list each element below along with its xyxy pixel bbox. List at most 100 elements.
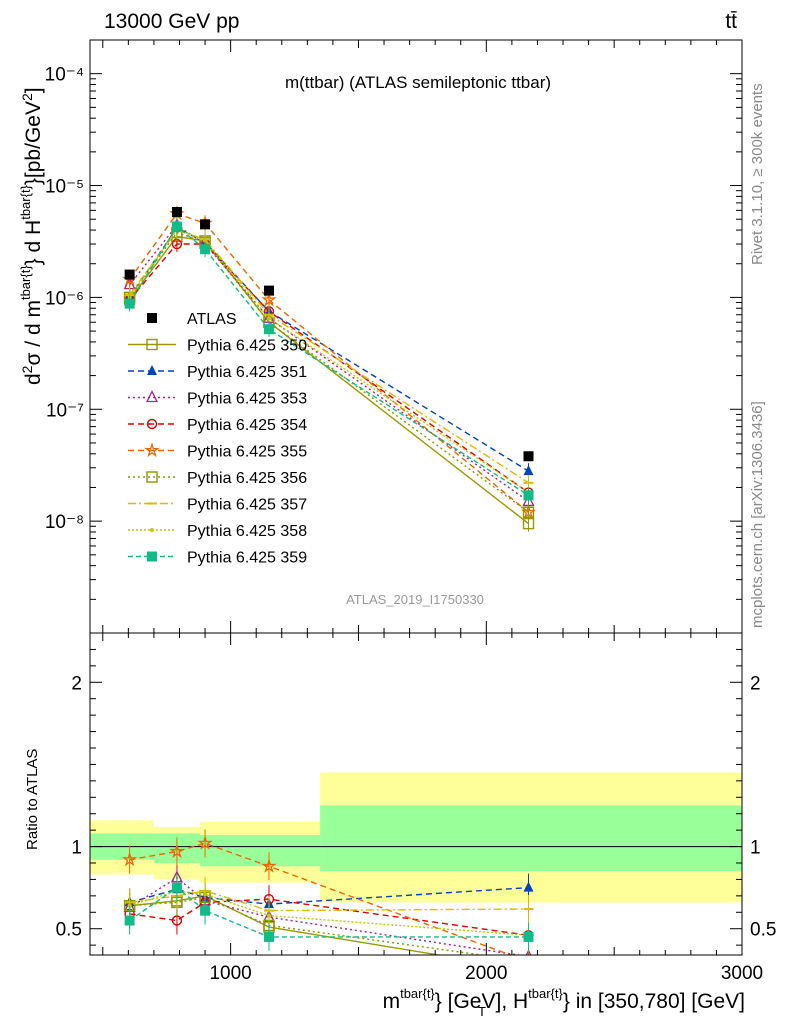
legend-marker (146, 471, 158, 483)
legend-label: Pythia 6.425 354 (187, 417, 307, 434)
legend-entry-2: Pythia 6.425 353 (128, 390, 307, 408)
series-point (203, 238, 208, 243)
series-point (200, 244, 211, 255)
ratio-point (124, 915, 135, 926)
legend-label: Pythia 6.425 359 (187, 550, 307, 567)
legend-entry-0: Pythia 6.425 350 (128, 338, 307, 355)
legend-entry-5: Pythia 6.425 356 (128, 470, 307, 487)
ratio-frame (89, 632, 743, 956)
legend-label: Pythia 6.425 357 (187, 497, 307, 514)
series-point (523, 465, 534, 476)
ratio-line-4 (129, 842, 513, 955)
ratio-point (261, 858, 277, 873)
series-0 (123, 228, 535, 532)
x-axis-label: mtbar{t}} [GeV], Htbar{t}} in [350,780] … (383, 986, 745, 1013)
series-8 (124, 218, 534, 504)
data-point (200, 219, 211, 230)
legend-entry-1: Pythia 6.425 351 (128, 364, 307, 381)
legend-marker (144, 442, 160, 458)
ratio-point (121, 851, 138, 867)
series-5 (123, 224, 535, 521)
ratio-data-layer (90, 772, 742, 975)
x-axis-label-subscript: T (478, 1004, 486, 1019)
legend-entry-data: ATLAS (147, 311, 237, 328)
ratio-point (524, 957, 534, 967)
ratio-y-tick-label-right: 1 (750, 838, 761, 859)
ratio-y-tick-label: 2 (71, 673, 82, 694)
series-point (266, 316, 271, 321)
uncertainty-band-green (320, 805, 742, 872)
energy-label: 13000 GeV pp (104, 10, 239, 33)
ratio-point (263, 931, 274, 942)
chart-title: m(ttbar) (ATLAS semileptonic ttbar) (285, 73, 551, 92)
series-line-8 (129, 225, 529, 496)
ratio-line-2 (129, 876, 523, 955)
ratio-line-3 (129, 898, 529, 936)
ratio-series-8 (124, 873, 534, 951)
rivet-note: Rivet 3.1.10, ≥ 300k events (749, 83, 766, 265)
y-tick-label: 10⁻⁶ (45, 288, 84, 309)
legend-label: Pythia 6.425 350 (187, 338, 307, 355)
legend-label: Pythia 6.425 351 (187, 364, 307, 381)
data-point (523, 451, 534, 462)
source-note: mcplots.cern.ch [arXiv:1306.3436] (749, 401, 766, 628)
y-tick-label: 10⁻⁵ (45, 177, 84, 198)
process-label: tt̄ (725, 10, 737, 33)
legend-label: Pythia 6.425 356 (187, 470, 307, 487)
legend-entry-7: Pythia 6.425 358 (128, 523, 307, 540)
ratio-y-tick-label: 0.5 (56, 920, 82, 941)
ratio-series-4 (121, 829, 530, 955)
legend: ATLAS Pythia 6.425 350 Pythia 6.425 351 Pyt… (128, 311, 307, 567)
ratio-point (523, 931, 534, 942)
uncertainty-band-green (199, 835, 321, 867)
series-1 (124, 219, 534, 480)
main-ticks: 10⁻⁸ 10⁻⁷ 10⁻⁶ 10⁻⁵ 10⁻⁴ (45, 39, 743, 634)
ratio-panel: 0.5 0.5 1 1 2 2 1000 2000 3000 Ratio to ATLAS (24, 632, 776, 984)
legend-marker (147, 551, 157, 562)
legend-marker (146, 338, 158, 351)
ratio-point (266, 913, 271, 918)
series-line-4 (129, 212, 529, 513)
legend-label: Pythia 6.425 355 (187, 444, 307, 461)
ratio-point (169, 843, 185, 859)
y-axis-label: d2σ / d mtbar{t}} d Htbar{t}}[pb/GeV2] (18, 87, 45, 385)
data-point (263, 285, 274, 296)
legend-entry-6: Pythia 6.425 357 (128, 497, 307, 514)
main-y-axis-label: d2σ / d mtbar{t}} d Htbar{t}}[pb/GeV2] (18, 87, 45, 385)
ratio-point (127, 903, 132, 908)
ratio-point (200, 905, 211, 916)
ratio-point (203, 892, 208, 897)
series-point (261, 291, 277, 307)
legend-marker (146, 418, 158, 430)
ratio-point (197, 835, 213, 850)
main-frame (89, 39, 743, 634)
series-point (171, 221, 182, 232)
analysis-watermark: ATLAS_2019_I1750330 (346, 592, 484, 607)
ratio-point (523, 881, 534, 892)
legend-entry-4: Pythia 6.425 355 (128, 442, 307, 461)
x-tick-label: 1000 (209, 963, 251, 984)
ratio-point (524, 965, 534, 975)
ratio-y-tick-label-right: 2 (750, 673, 761, 694)
y-tick-label: 10⁻⁷ (46, 400, 84, 421)
legend-marker (147, 313, 157, 323)
main-panel: 10⁻⁸ 10⁻⁷ 10⁻⁶ 10⁻⁵ 10⁻⁴ m(ttbar) (ATLAS sem… (45, 39, 743, 634)
series-point (124, 298, 135, 309)
legend-marker (147, 365, 157, 375)
ratio-y-tick-label-right: 0.5 (750, 920, 776, 941)
x-tick-label: 2000 (465, 963, 507, 984)
legend-label: Pythia 6.425 358 (187, 523, 307, 540)
main-data-layer (121, 205, 537, 532)
legend-marker (145, 390, 159, 403)
series-line-2 (129, 224, 529, 502)
series-4 (121, 205, 537, 521)
series-point (522, 506, 535, 518)
legend-marker (150, 528, 154, 532)
series-line-1 (129, 226, 529, 472)
legend-label: ATLAS (187, 311, 237, 328)
ratio-line-1 (129, 886, 529, 905)
ratio-ticks: 0.5 0.5 1 1 2 2 1000 2000 3000 (56, 633, 776, 984)
series-point (523, 490, 534, 501)
